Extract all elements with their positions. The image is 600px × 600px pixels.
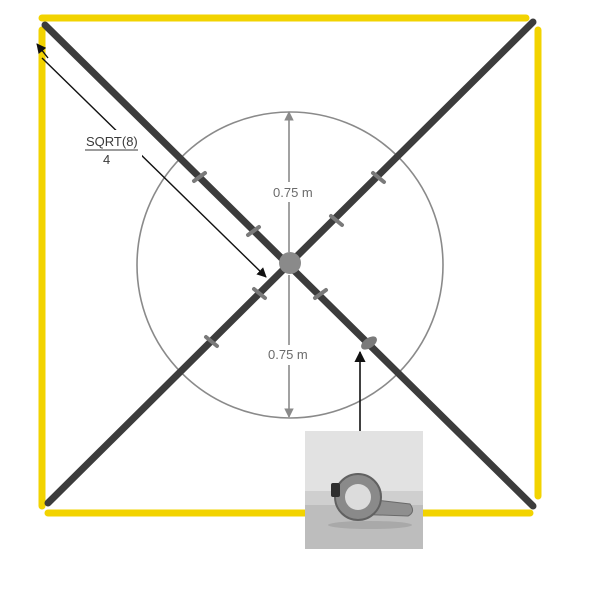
corner-arrow — [36, 43, 49, 59]
clamp-part-bolt — [331, 483, 340, 497]
half-diagonal-arrow — [41, 57, 267, 278]
clamp-marker — [252, 287, 267, 300]
yellow-frame — [38, 14, 542, 517]
formula-numerator: SQRT(8) — [86, 134, 138, 149]
dimension-label-top: 0.75 m — [273, 185, 313, 200]
dimension-label-bg-top — [268, 182, 322, 202]
clamp-marker — [246, 225, 261, 237]
highlighted-clamp — [361, 336, 377, 350]
clamp-part-hole — [345, 484, 371, 510]
dimension-label-bottom: 0.75 m — [268, 347, 308, 362]
dimension-label-bg-bottom — [264, 345, 318, 365]
center-hub — [279, 252, 301, 274]
clamp-marker — [329, 214, 344, 227]
clamp-marker — [371, 171, 386, 184]
clamp-marker — [192, 171, 207, 183]
clamp-marker — [313, 288, 328, 300]
clamp-part-shadow — [328, 521, 412, 529]
clamp-photo — [305, 431, 423, 549]
formula-denominator: 4 — [103, 152, 110, 167]
clamp-marker — [204, 335, 219, 348]
clamp-markers — [192, 171, 386, 348]
